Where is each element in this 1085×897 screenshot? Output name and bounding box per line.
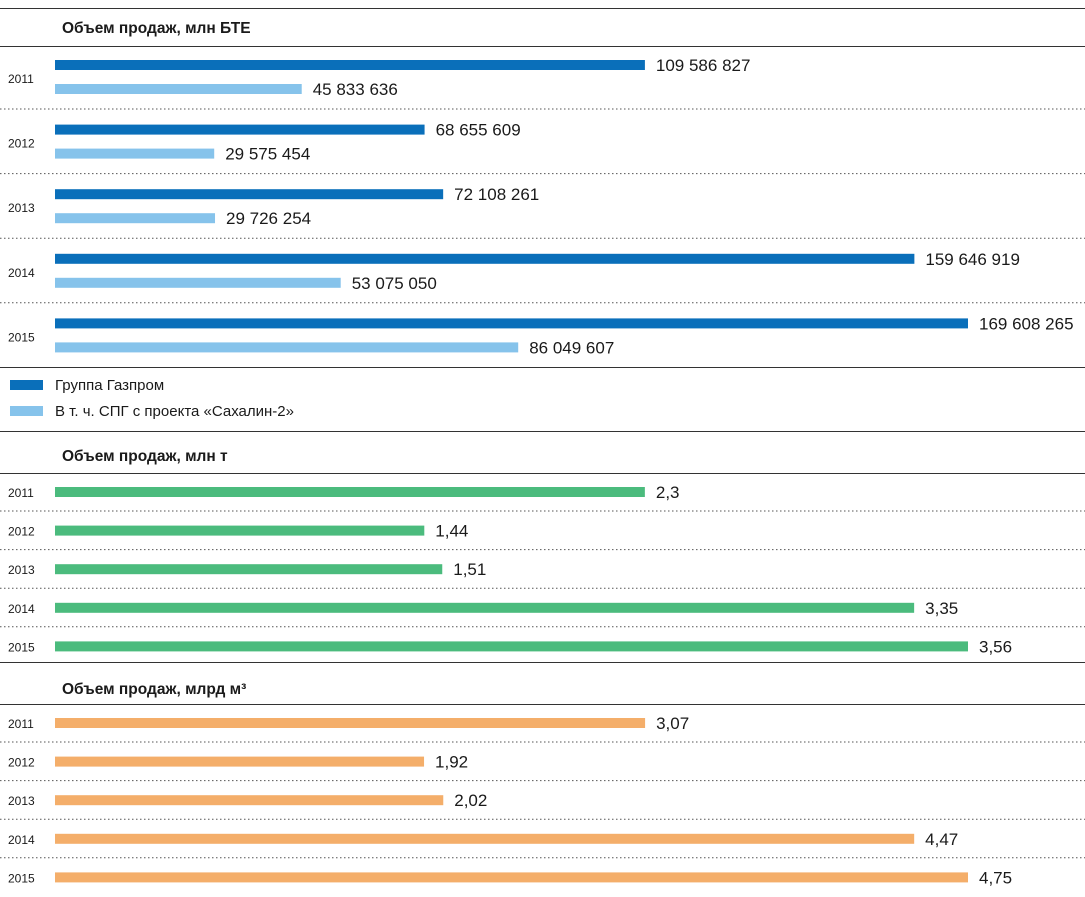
year-label: 2015	[8, 330, 35, 344]
year-label: 2012	[8, 137, 35, 151]
bar-2013	[55, 564, 443, 575]
year-label: 2014	[8, 602, 35, 616]
year-label: 2012	[8, 756, 35, 770]
tonnes-bars: 2011 2,3 2012 1,44 2013 1,51 2014 3,35 2015 3,56	[8, 483, 1012, 656]
legend-label: Группа Газпром	[55, 377, 164, 394]
bar-gazprom-2014	[55, 253, 915, 264]
legend-swatch-sakhalin	[10, 406, 43, 416]
legend: Группа Газпром В т. ч. СПГ с проекта «Сах…	[10, 377, 294, 420]
bar-gazprom-2012	[55, 124, 425, 135]
data-label: 3,35	[925, 599, 958, 618]
bar-gazprom-2015	[55, 318, 968, 329]
year-label: 2012	[8, 525, 35, 539]
data-label: 1,51	[453, 560, 486, 579]
year-label: 2015	[8, 640, 35, 654]
btu-bars: 2011 109 586 827 45 833 636 2012 68 655 609 2…	[8, 56, 1074, 357]
data-label: 169 608 265	[979, 314, 1074, 333]
data-label: 4,47	[925, 830, 958, 849]
data-label: 159 646 919	[925, 250, 1020, 269]
data-label: 29 726 254	[226, 209, 311, 228]
bar-sakhalin-2012	[55, 148, 215, 159]
bar-sakhalin-2014	[55, 277, 341, 288]
bar-2013	[55, 795, 444, 806]
bcm-bars: 2011 3,07 2012 1,92 2013 2,02 2014 4,47 2015 4,75	[8, 714, 1012, 887]
bar-2015	[55, 641, 968, 652]
data-label: 1,44	[435, 522, 468, 541]
chart-title: Объем продаж, млн т	[62, 448, 228, 465]
chart-title: Объем продаж, млрд м³	[62, 681, 246, 698]
data-label: 109 586 827	[656, 56, 751, 75]
year-label: 2013	[8, 201, 35, 215]
bar-gazprom-2011	[55, 60, 645, 70]
data-label: 86 049 607	[529, 338, 614, 357]
data-label: 72 108 261	[454, 185, 539, 204]
legend-swatch-gazprom	[10, 380, 43, 390]
bar-sakhalin-2011	[55, 84, 302, 94]
data-label: 2,3	[656, 483, 680, 502]
data-label: 1,92	[435, 753, 468, 772]
data-label: 68 655 609	[436, 121, 521, 140]
chart-title: Объем продаж, млн БТЕ	[62, 20, 251, 37]
data-label: 3,56	[979, 637, 1012, 656]
year-label: 2011	[8, 72, 34, 86]
year-label: 2014	[8, 266, 35, 280]
year-label: 2015	[8, 871, 35, 885]
bar-2012	[55, 756, 425, 767]
bar-2014	[55, 833, 915, 844]
year-label: 2014	[8, 833, 35, 847]
bar-2015	[55, 872, 968, 883]
bar-sakhalin-2015	[55, 342, 519, 353]
bar-2012	[55, 525, 425, 536]
data-label: 45 833 636	[313, 80, 398, 99]
data-label: 29 575 454	[225, 145, 310, 164]
legend-label: В т. ч. СПГ с проекта «Сахалин-2»	[55, 403, 294, 420]
year-label: 2011	[8, 717, 34, 731]
year-label: 2013	[8, 563, 35, 577]
data-label: 2,02	[454, 791, 487, 810]
data-label: 53 075 050	[352, 274, 437, 293]
bar-2011	[55, 487, 645, 497]
bar-2011	[55, 718, 646, 728]
year-label: 2011	[8, 486, 34, 500]
bar-gazprom-2013	[55, 189, 444, 200]
year-label: 2013	[8, 794, 35, 808]
data-label: 3,07	[656, 714, 689, 733]
bar-sakhalin-2013	[55, 213, 216, 224]
data-label: 4,75	[979, 868, 1012, 887]
bar-2014	[55, 602, 915, 613]
